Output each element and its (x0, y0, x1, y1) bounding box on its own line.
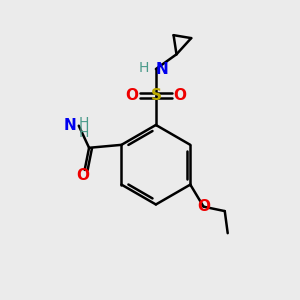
Text: H: H (139, 61, 149, 75)
Text: O: O (173, 88, 187, 103)
Text: H: H (79, 126, 89, 140)
Text: S: S (150, 88, 161, 103)
Text: O: O (197, 199, 210, 214)
Text: N: N (156, 61, 169, 76)
Text: N: N (64, 118, 76, 133)
Text: O: O (77, 168, 90, 183)
Text: O: O (125, 88, 138, 103)
Text: H: H (79, 116, 89, 130)
